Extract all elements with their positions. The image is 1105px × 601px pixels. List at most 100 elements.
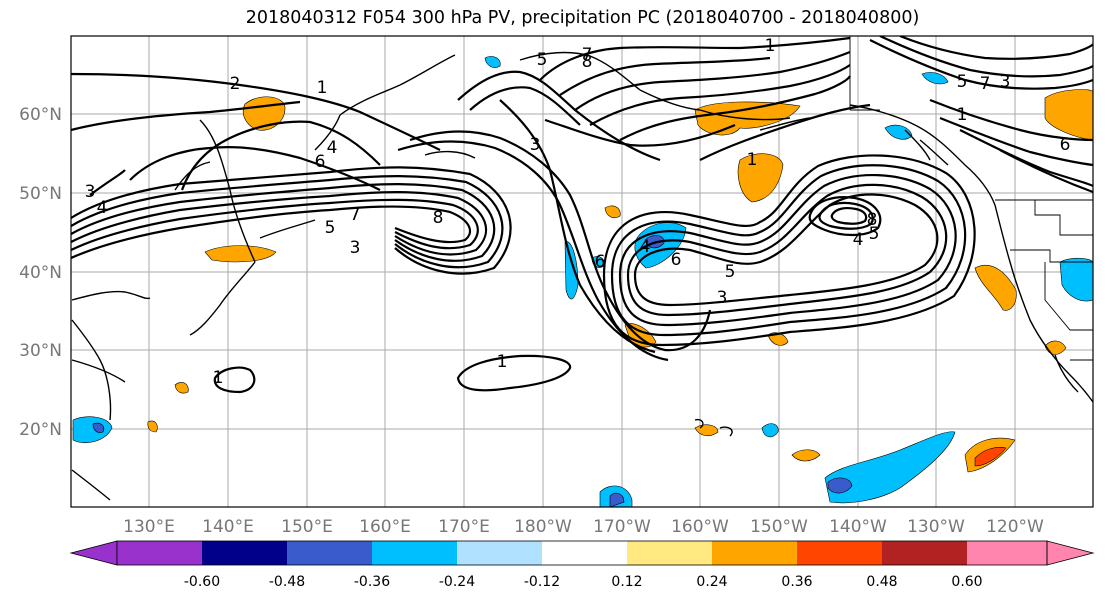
colorbar-tick-label: -0.12 [524, 574, 560, 590]
colorbar-tick-label: -0.48 [269, 574, 305, 590]
contour-label: 3 [1000, 72, 1011, 92]
precip-positive-area [604, 205, 621, 219]
colorbar-segment [542, 541, 627, 565]
contour-label: 8 [867, 210, 878, 230]
coastlines [71, 51, 1093, 501]
colorbar-tick-label: -0.36 [354, 574, 390, 590]
lon-label: 140°E [202, 517, 254, 537]
colorbar-extend-min [69, 540, 118, 566]
colorbar-tick-label: 0.24 [696, 574, 727, 590]
colorbar-segment [712, 541, 797, 565]
precip-positive-area [791, 449, 821, 462]
colorbar-segment [967, 541, 1047, 565]
contour-label: 4 [640, 237, 651, 257]
contour-label: 7 [980, 74, 991, 94]
political-borders [849, 36, 1093, 361]
lon-label: 120°W [986, 517, 1044, 537]
precip-positive-area [767, 332, 789, 346]
precip-negative-area [824, 431, 956, 504]
map-title: 2018040312 F054 300 hPa PV, precipitatio… [245, 8, 920, 28]
contour-label: 1 [497, 352, 508, 372]
colorbar-segment [372, 541, 457, 565]
lon-label: 140°W [829, 517, 887, 537]
contour-label: 6 [315, 152, 326, 172]
contour-label: 5 [537, 50, 548, 70]
precip-positive-area [974, 264, 1017, 311]
colorbar-segment [457, 541, 542, 565]
precip-negative-area [72, 416, 113, 443]
colorbar-tick-label: 0.36 [781, 574, 812, 590]
contour-label: 5 [325, 218, 336, 238]
contour-label: 7 [582, 45, 593, 65]
colorbar-tick-label: 0.48 [866, 574, 897, 590]
precip-positive-area [147, 420, 158, 433]
contour-label: 5 [869, 224, 880, 244]
longitude-labels: 130°E 140°E 150°E 160°E 170°E 180°W 170°… [123, 517, 1044, 537]
precip-positive-area [204, 245, 277, 263]
colorbar-segment [117, 541, 202, 565]
precip-negative-area [609, 492, 625, 507]
precip-negative-area [921, 72, 949, 85]
precip-negative-area [827, 477, 853, 494]
contour-label: 8 [433, 208, 444, 228]
latitude-labels: 60°N 50°N 40°N 30°N 20°N [19, 105, 62, 440]
contour-label: 1 [317, 78, 328, 98]
contour-label: 5 [957, 72, 968, 92]
precip-negative-area [1059, 257, 1093, 302]
lon-label: 150°E [281, 517, 333, 537]
colorbar: -0.60 -0.48 -0.36 -0.24 -0.12 0.12 0.24 … [69, 540, 1095, 590]
contour-label: 3 [530, 135, 541, 155]
precip-positive-area [1044, 89, 1093, 141]
precip-negative-area [484, 56, 501, 68]
lat-label: 40°N [19, 263, 62, 283]
lon-label: 160°W [671, 517, 729, 537]
contour-label: 1 [213, 368, 224, 388]
pv-contours [71, 36, 1093, 394]
colorbar-tick-label: -0.60 [184, 574, 220, 590]
contour-label: 6 [671, 250, 682, 270]
lon-label: 170°E [438, 517, 490, 537]
lat-label: 20°N [19, 420, 62, 440]
colorbar-tick-label: -0.24 [439, 574, 475, 590]
contour-label: 2 [230, 74, 241, 94]
map-frame [70, 35, 1094, 508]
contour-label: 4 [853, 230, 864, 250]
lon-label: 130°E [123, 517, 175, 537]
contour-label: 1 [957, 105, 968, 125]
lon-label: 170°W [593, 517, 651, 537]
contour-label: 3 [350, 238, 361, 258]
lon-label: 180°W [514, 517, 572, 537]
contour-label: 3 [717, 288, 728, 308]
contour-label: 7 [350, 205, 361, 225]
lon-label: 150°W [750, 517, 808, 537]
precip-negative-area [92, 422, 105, 433]
contour-label: 6 [1060, 135, 1071, 155]
lat-label: 60°N [19, 105, 62, 125]
contour-label: 4 [327, 138, 338, 158]
contour-label: 3 [85, 182, 96, 202]
contour-label: 5 [725, 262, 736, 282]
contour-label: 4 [97, 198, 108, 218]
colorbar-tick-label: 0.60 [951, 574, 982, 590]
lat-label: 30°N [19, 341, 62, 361]
precip-negative-area [884, 124, 913, 140]
colorbar-extend-max [1046, 540, 1095, 566]
precip-negative-area [761, 423, 779, 438]
colorbar-segment [287, 541, 372, 565]
lon-label: 130°W [907, 517, 965, 537]
colorbar-segment [882, 541, 967, 565]
contour-labels: 2 1 4 6 7 5 3 8 3 4 1 3 5 7 8 1 7 5 3 6 … [85, 36, 1071, 388]
contour-label: 1 [747, 150, 758, 170]
colorbar-segment [627, 541, 712, 565]
lon-label: 160°E [359, 517, 411, 537]
colorbar-segment [797, 541, 882, 565]
precipitation-shading [72, 56, 1093, 507]
lat-label: 50°N [19, 184, 62, 204]
precip-positive-area [737, 153, 784, 203]
colorbar-segment [202, 541, 287, 565]
precip-positive-area [174, 382, 189, 394]
contour-label: 8 [582, 52, 593, 72]
contour-label: 6 [595, 252, 606, 272]
colorbar-tick-label: 0.12 [611, 574, 642, 590]
